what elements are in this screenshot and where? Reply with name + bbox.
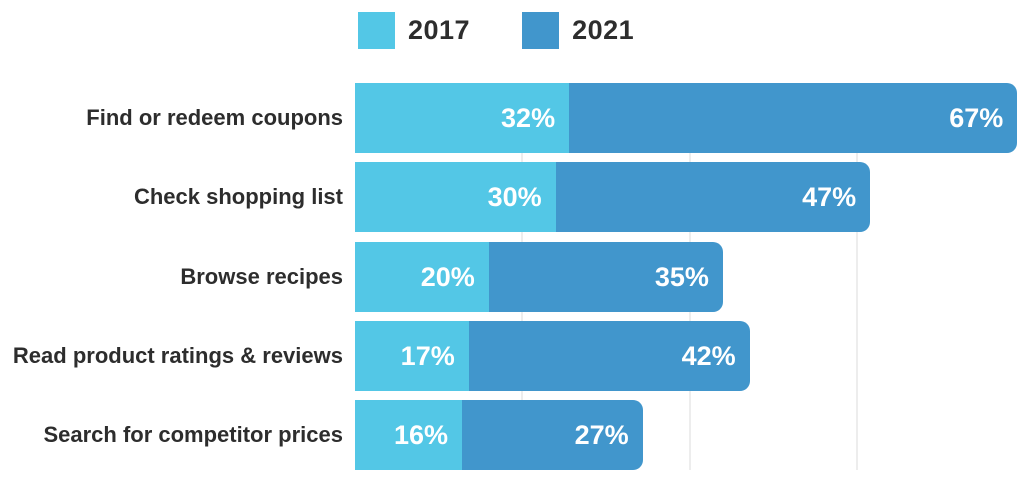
legend-label-2021: 2021 xyxy=(572,15,635,45)
bar-segment-2017: 17% xyxy=(355,321,469,391)
legend-swatch-2021-icon xyxy=(522,12,560,49)
bar-row: 17% 42% xyxy=(355,321,750,391)
legend-swatch-2017-icon xyxy=(358,12,395,49)
bar-segment-2021: 27% xyxy=(462,400,643,470)
bar-row: 16% 27% xyxy=(355,400,643,470)
value-label: 35% xyxy=(654,262,709,292)
value-label: 27% xyxy=(574,420,629,450)
value-label: 17% xyxy=(400,341,455,371)
value-label: 30% xyxy=(487,182,542,212)
bar-segment-2021: 42% xyxy=(468,321,750,391)
value-label: 67% xyxy=(949,103,1004,133)
bar-segment-2017: 30% xyxy=(355,162,556,232)
category-label: Browse recipes xyxy=(180,264,343,289)
category-label: Read product ratings & reviews xyxy=(12,343,343,368)
legend-label-2017: 2017 xyxy=(408,15,471,45)
bar-row: 32% 67% xyxy=(355,83,1018,153)
gridline-75 xyxy=(855,83,858,470)
value-label: 16% xyxy=(393,420,449,450)
category-axis: Find or redeem coupons Check shopping lis… xyxy=(0,83,343,470)
category-label: Search for competitor prices xyxy=(43,422,343,447)
bar-row: 30% 47% xyxy=(355,162,871,232)
value-label: 32% xyxy=(501,103,556,133)
value-label: 42% xyxy=(681,341,736,371)
legend-item-2017: 2017 xyxy=(358,12,470,49)
bar-segment-2017: 20% xyxy=(355,242,489,312)
category-label: Find or redeem coupons xyxy=(86,105,343,130)
bar-segment-2017: 32% xyxy=(355,83,570,153)
bar-segment-2021: 35% xyxy=(488,242,723,312)
plot-area: 32% 67% 30% 47% 20% 35% 17% 42% 16% 27% xyxy=(355,83,1024,470)
value-label: 20% xyxy=(420,262,475,292)
bar-row: 20% 35% xyxy=(355,242,723,312)
value-label: 47% xyxy=(802,182,857,212)
bar-segment-2017: 16% xyxy=(355,400,463,470)
bar-segment-2021: 47% xyxy=(555,162,871,232)
legend-item-2021: 2021 xyxy=(522,12,634,49)
category-label: Check shopping list xyxy=(133,184,343,209)
bar-segment-2021: 67% xyxy=(569,83,1018,153)
legend: 2017 2021 xyxy=(358,12,634,49)
